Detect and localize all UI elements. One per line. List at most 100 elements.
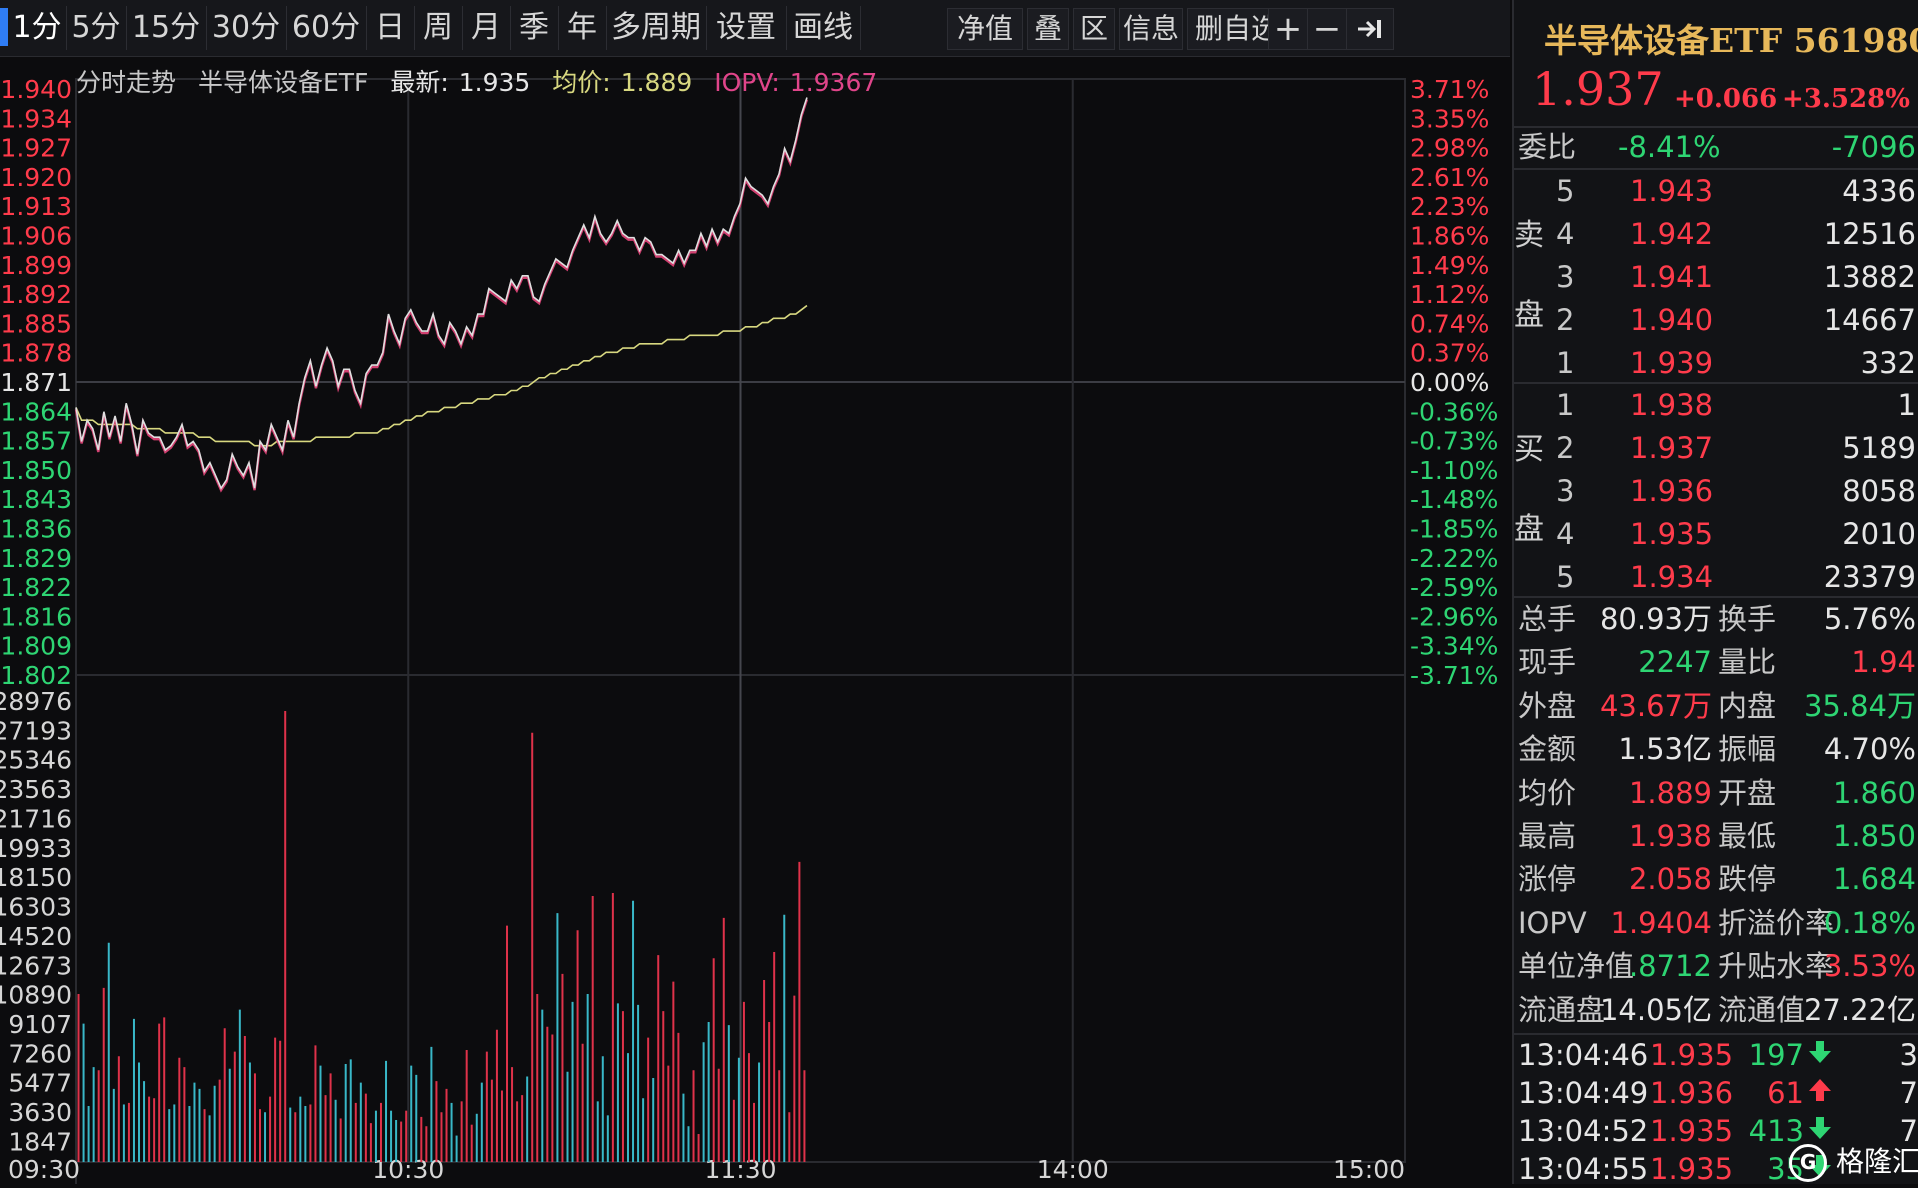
tick-row[interactable]: 13:04:49 1.936 61 7	[1514, 1074, 1918, 1112]
pct-tick-label: 0.74%	[1410, 309, 1489, 338]
pct-tick-label: 3.71%	[1410, 75, 1489, 104]
divider	[1514, 168, 1918, 170]
level-price: 1.942	[1630, 217, 1714, 251]
level-price: 1.941	[1630, 260, 1714, 294]
arrow-down-icon	[1808, 1112, 1832, 1150]
tick-volume: 61	[1767, 1076, 1804, 1110]
jump-to-end-icon[interactable]	[1346, 8, 1394, 50]
stat-label: 折溢价率	[1718, 905, 1835, 940]
latest-label: 最新:	[390, 68, 449, 97]
tick-row[interactable]: 13:04:52 1.935 413 7	[1514, 1112, 1918, 1150]
period-tab-12[interactable]: 画线	[786, 6, 861, 50]
level-volume: 1	[1897, 388, 1916, 422]
period-tab-7[interactable]: 月	[462, 6, 511, 50]
period-tab-6[interactable]: 周	[414, 6, 463, 50]
pct-tick-label: 0.37%	[1410, 339, 1489, 368]
stat-label: 均价	[1518, 775, 1577, 810]
level-volume: 13882	[1823, 260, 1916, 294]
pct-tick-label: -1.48%	[1410, 485, 1498, 514]
stat-value: 1.684	[1832, 862, 1916, 897]
avg-value: 1.889	[620, 68, 693, 97]
period-tab-4[interactable]: 60分	[286, 6, 367, 50]
order-book-row[interactable]: 2 1.937 5189	[1514, 427, 1918, 469]
period-tab-9[interactable]: 年	[558, 6, 607, 50]
order-book-row[interactable]: 1 1.938 1	[1514, 384, 1918, 426]
order-book-side-label: 盘	[1514, 298, 1544, 333]
price-tick-label: 1.899	[0, 251, 72, 280]
period-tab-0[interactable]: 1分	[8, 6, 67, 50]
volume-tick-label: 9107	[8, 1010, 72, 1039]
price-tick-label: 1.829	[0, 544, 72, 573]
stat-value: 43.67万	[1599, 688, 1712, 723]
period-tab-8[interactable]: 季	[510, 6, 559, 50]
order-book-row[interactable]: 5 1.943 4336	[1514, 170, 1918, 212]
tick-price: 1.935	[1650, 1038, 1734, 1072]
tick-time: 13:04:55	[1518, 1152, 1649, 1186]
price-tick-label: 1.878	[0, 339, 72, 368]
zoom-out-icon[interactable]: −	[1307, 8, 1347, 50]
weibi-value: -7096	[1831, 130, 1916, 164]
toolbar-item-3[interactable]: 信息	[1119, 8, 1183, 50]
pct-tick-label: 2.23%	[1410, 192, 1489, 221]
price-tick-label: 1.920	[0, 163, 72, 192]
period-tab-11[interactable]: 设置	[706, 6, 787, 50]
price-tick-label: 1.906	[0, 222, 72, 251]
stat-label: 单位净值	[1518, 949, 1635, 984]
toolbar-item-1[interactable]: 叠	[1027, 8, 1069, 50]
order-book-row[interactable]: 4 1.942 12516	[1514, 213, 1918, 255]
latest-value: 1.935	[458, 68, 531, 97]
stat-label: 量比	[1718, 645, 1777, 680]
chart-info-line: 分时走势 半导体设备ETF 最新: 1.935 均价: 1.889 IOPV: …	[76, 63, 891, 99]
pct-tick-label: -0.36%	[1410, 397, 1498, 426]
level-price: 1.939	[1630, 346, 1714, 380]
level-volume: 2010	[1842, 517, 1916, 551]
pct-tick-label: 2.61%	[1410, 163, 1489, 192]
volume-tick-label: 27193	[0, 716, 72, 745]
order-book-row[interactable]: 4 1.935 2010	[1514, 513, 1918, 555]
period-tab-10[interactable]: 多周期	[606, 6, 707, 50]
order-book-row[interactable]: 5 1.934 23379	[1514, 556, 1918, 598]
order-book-row[interactable]: 1 1.939 332	[1514, 342, 1918, 384]
stat-value: 80.93万	[1599, 602, 1712, 636]
order-book-side-label: 卖	[1514, 218, 1544, 253]
avg-price-line	[75, 304, 808, 447]
volume-tick-label: 10890	[0, 981, 72, 1010]
price-change-pct: +3.528%	[1782, 84, 1910, 114]
order-book-row[interactable]: 3 1.941 13882	[1514, 256, 1918, 298]
intraday-chart[interactable]: 1.940 3.71% 1.934 3.35% 1.927 2.98% 1.920 2.61%…	[0, 57, 1510, 1184]
stat-value: 1.889	[1628, 775, 1712, 810]
zoom-in-icon[interactable]: +	[1268, 8, 1308, 50]
divider	[1514, 1033, 1918, 1035]
pct-tick-label: -2.96%	[1410, 602, 1498, 631]
price-tick-label: 1.843	[0, 485, 72, 514]
period-tab-3[interactable]: 30分	[206, 6, 287, 50]
time-tick-label: 11:30	[704, 1155, 776, 1184]
toolbar-item-0[interactable]: 净值	[947, 8, 1023, 50]
period-tab-2[interactable]: 15分	[126, 6, 207, 50]
tick-row[interactable]: 13:04:46 1.935 197 3	[1514, 1036, 1918, 1074]
chart-toolbar: 1分 5分 15分 30分 60分日周月季年多周期 设置 画线 净值叠区信息 删自选 + −	[0, 0, 1510, 57]
stat-label: 跌停	[1718, 862, 1777, 897]
period-tab-1[interactable]: 5分	[66, 6, 127, 50]
level-price: 1.938	[1630, 388, 1714, 422]
stat-label: 金额	[1518, 732, 1577, 767]
tick-price: 1.936	[1650, 1076, 1734, 1110]
stat-value: 1.53亿	[1618, 732, 1712, 767]
price-tick-label: 1.850	[0, 456, 72, 485]
level-price: 1.935	[1630, 517, 1714, 551]
stat-label: 开盘	[1718, 775, 1777, 810]
stat-value: 35.84万	[1803, 688, 1916, 723]
toolbar-item-2[interactable]: 区	[1073, 8, 1115, 50]
volume-tick-label: 21716	[0, 804, 72, 833]
order-book-row[interactable]: 2 1.940 14667	[1514, 299, 1918, 341]
order-book-row[interactable]: 3 1.936 8058	[1514, 470, 1918, 512]
tick-row[interactable]: 13:04:55 1.935 35	[1514, 1150, 1918, 1188]
stat-label: 最高	[1518, 819, 1577, 853]
tick-price: 1.935	[1650, 1152, 1734, 1186]
stat-label: 现手	[1518, 645, 1577, 680]
volume-tick-label: 14520	[0, 922, 72, 951]
tick-time: 13:04:49	[1518, 1076, 1649, 1110]
period-tab-5[interactable]: 日	[366, 6, 415, 50]
iopv-value: 1.9367	[789, 68, 878, 97]
volume-tick-label: 5477	[8, 1069, 72, 1098]
